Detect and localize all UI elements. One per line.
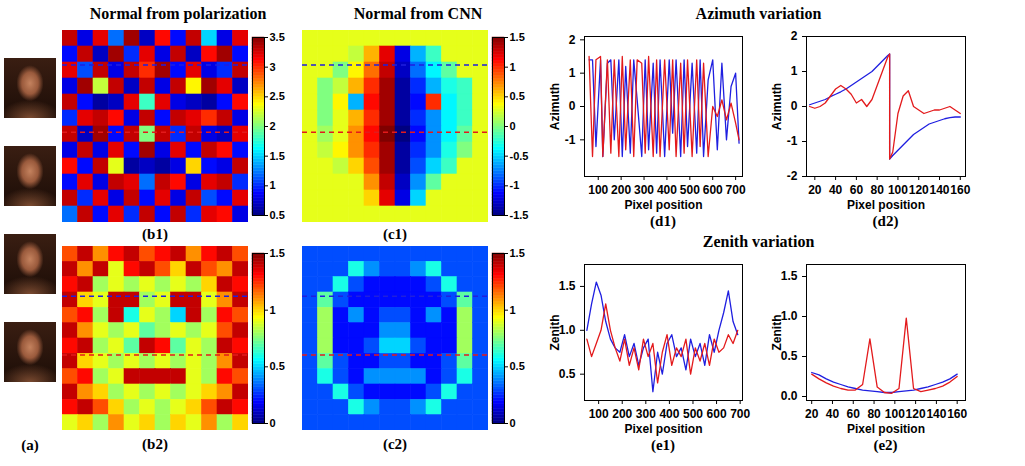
html-text:(e2): (e2) (873, 437, 898, 453)
svg-text:1: 1 (569, 66, 576, 80)
html-text:(a): (a) (21, 437, 39, 453)
svg-text:100: 100 (589, 407, 609, 421)
svg-text:1: 1 (510, 61, 516, 73)
svg-text:0.5: 0.5 (559, 367, 576, 381)
svg-text:Zenith: Zenith (770, 315, 784, 351)
svg-text:1.5: 1.5 (270, 247, 285, 259)
svg-text:200: 200 (612, 407, 632, 421)
svg-text:Pixel position: Pixel position (847, 422, 925, 436)
svg-text:80: 80 (870, 183, 884, 197)
svg-text:80: 80 (867, 407, 881, 421)
svg-text:1: 1 (270, 304, 276, 316)
svg-text:0.5: 0.5 (270, 360, 285, 372)
svg-text:0.0: 0.0 (781, 389, 798, 403)
html-text:Azimuth variation: Azimuth variation (695, 5, 822, 22)
svg-text:Azimuth: Azimuth (770, 83, 784, 130)
svg-text:Pixel position: Pixel position (847, 198, 925, 212)
svg-text:40: 40 (826, 407, 840, 421)
svg-text:700: 700 (726, 183, 746, 197)
svg-text:100: 100 (588, 183, 608, 197)
svg-text:300: 300 (634, 183, 654, 197)
svg-text:200: 200 (611, 183, 631, 197)
svg-text:-1: -1 (510, 179, 520, 191)
svg-text:700: 700 (730, 407, 750, 421)
svg-text:2: 2 (270, 120, 276, 132)
svg-text:-2: -2 (787, 169, 798, 183)
svg-text:600: 600 (703, 183, 723, 197)
svg-text:140: 140 (930, 183, 950, 197)
svg-text:120: 120 (909, 183, 929, 197)
html-text:(b2): (b2) (142, 436, 168, 452)
svg-text:Pixel position: Pixel position (624, 198, 702, 212)
svg-text:60: 60 (850, 183, 864, 197)
svg-text:400: 400 (657, 183, 677, 197)
svg-text:Azimuth: Azimuth (548, 83, 562, 130)
svg-text:-1.5: -1.5 (510, 209, 529, 221)
html-text:(e1): (e1) (650, 437, 676, 453)
svg-text:1.5: 1.5 (270, 150, 285, 162)
svg-text:-0.5: -0.5 (510, 150, 529, 162)
svg-text:0: 0 (791, 99, 798, 113)
html-text:Zenith variation: Zenith variation (702, 233, 815, 250)
svg-text:2: 2 (791, 29, 798, 43)
svg-text:20: 20 (808, 183, 822, 197)
svg-text:1: 1 (510, 304, 516, 316)
svg-text:3: 3 (270, 61, 276, 73)
svg-text:Zenith: Zenith (548, 315, 562, 351)
svg-text:0.5: 0.5 (780, 349, 798, 364)
svg-text:120: 120 (906, 407, 926, 421)
svg-text:160: 160 (950, 183, 970, 197)
svg-text:0.5: 0.5 (510, 360, 525, 372)
svg-text:500: 500 (683, 407, 703, 421)
svg-text:500: 500 (680, 183, 700, 197)
svg-text:-1: -1 (565, 133, 576, 147)
svg-text:0: 0 (569, 99, 576, 113)
svg-text:400: 400 (659, 407, 679, 421)
svg-text:-1: -1 (787, 134, 798, 148)
svg-text:1.0: 1.0 (558, 323, 576, 338)
svg-text:1.5: 1.5 (510, 31, 525, 43)
svg-text:2.5: 2.5 (270, 90, 285, 102)
svg-text:140: 140 (926, 407, 946, 421)
svg-text:1.0: 1.0 (780, 309, 798, 324)
svg-text:0.5: 0.5 (510, 90, 525, 102)
svg-text:100: 100 (885, 407, 905, 421)
html-text:(d1): (d1) (650, 213, 676, 229)
svg-text:0: 0 (510, 120, 516, 132)
svg-text:0: 0 (270, 417, 276, 429)
svg-text:1.5: 1.5 (559, 279, 576, 293)
svg-text:1.5: 1.5 (781, 269, 798, 283)
svg-text:600: 600 (707, 407, 727, 421)
svg-text:1: 1 (270, 179, 276, 191)
svg-text:100: 100 (888, 183, 908, 197)
html-text:Normal from CNN: Normal from CNN (353, 5, 483, 22)
html-text:(c2): (c2) (382, 436, 408, 452)
svg-text:Pixel position: Pixel position (624, 422, 702, 436)
html-text:(b1): (b1) (142, 226, 168, 242)
svg-text:3.5: 3.5 (270, 31, 285, 43)
svg-text:160: 160 (947, 407, 967, 421)
svg-text:0.5: 0.5 (270, 209, 285, 221)
svg-text:40: 40 (829, 183, 843, 197)
svg-text:20: 20 (805, 407, 819, 421)
svg-text:300: 300 (636, 407, 656, 421)
svg-text:1.5: 1.5 (510, 247, 525, 259)
html-text:(d2): (d2) (872, 213, 899, 229)
svg-text:0: 0 (510, 417, 516, 429)
svg-text:1: 1 (791, 64, 798, 78)
svg-text:2: 2 (569, 33, 576, 47)
html-text:(c1): (c1) (382, 226, 408, 242)
html-text:Normal from polarization: Normal from polarization (89, 5, 267, 22)
svg-text:60: 60 (847, 407, 861, 421)
